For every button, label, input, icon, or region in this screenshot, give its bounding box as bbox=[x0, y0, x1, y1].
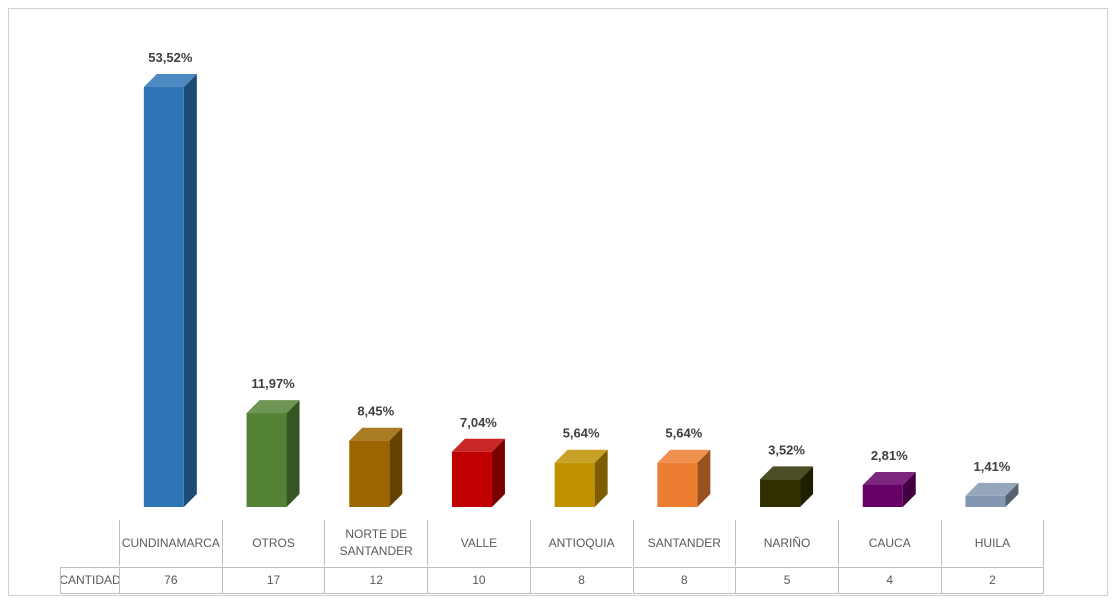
data-label: 53,52% bbox=[148, 50, 193, 65]
data-label: 7,04% bbox=[460, 415, 497, 430]
bar-side bbox=[286, 400, 300, 507]
data-label: 8,45% bbox=[357, 404, 394, 419]
bar-side bbox=[800, 466, 814, 507]
bar-side bbox=[697, 449, 711, 507]
table-edge bbox=[1043, 520, 1045, 566]
table-value: 8 bbox=[632, 567, 736, 594]
category-label: VALLE bbox=[427, 520, 530, 566]
bar-top bbox=[349, 427, 403, 441]
chart-frame bbox=[8, 8, 1108, 596]
data-label: 11,97% bbox=[251, 376, 295, 391]
bar-top bbox=[554, 449, 608, 463]
bar-top bbox=[451, 438, 505, 452]
table-edge bbox=[1043, 567, 1045, 594]
data-label: 1,41% bbox=[974, 459, 1011, 474]
bar bbox=[862, 484, 903, 507]
bar bbox=[554, 462, 595, 507]
data-label: 3,52% bbox=[768, 442, 805, 457]
category-label: NORTE DE SANTANDER bbox=[324, 520, 427, 566]
bar-side bbox=[902, 471, 916, 507]
bar-top bbox=[246, 400, 300, 414]
bar-side bbox=[389, 427, 403, 507]
bar-side bbox=[1005, 482, 1019, 507]
table-value: 10 bbox=[427, 567, 530, 594]
table-value: 2 bbox=[940, 567, 1044, 594]
category-label: CAUCA bbox=[837, 520, 941, 566]
bar bbox=[349, 440, 390, 507]
bar-top bbox=[760, 466, 814, 480]
bar-top bbox=[862, 471, 916, 485]
bar-side bbox=[594, 449, 608, 507]
table-value: 76 bbox=[119, 567, 222, 594]
bar-side bbox=[491, 438, 505, 507]
table-value: 17 bbox=[221, 567, 325, 594]
bar bbox=[246, 413, 287, 507]
category-label: CUNDINAMARCA bbox=[119, 520, 222, 566]
bar-top bbox=[965, 482, 1019, 496]
bar-top bbox=[143, 74, 197, 87]
bar bbox=[451, 451, 492, 507]
bar bbox=[657, 462, 698, 507]
category-label: HUILA bbox=[940, 520, 1044, 566]
table-value: 8 bbox=[529, 567, 633, 594]
data-label: 2,81% bbox=[871, 448, 908, 463]
table-value: 4 bbox=[837, 567, 941, 594]
category-label: NARIÑO bbox=[735, 520, 838, 566]
category-label: SANTANDER bbox=[632, 520, 736, 566]
row-label: CANTIDAD bbox=[59, 567, 121, 594]
bar bbox=[965, 495, 1006, 507]
data-label: 5,64% bbox=[563, 426, 600, 441]
table-value: 12 bbox=[324, 567, 428, 594]
bar bbox=[143, 87, 184, 507]
bar bbox=[760, 479, 801, 507]
bar-side bbox=[183, 74, 197, 507]
category-label: OTROS bbox=[221, 520, 325, 566]
bar-top bbox=[657, 449, 711, 463]
data-label: 5,64% bbox=[665, 426, 702, 441]
table-value: 5 bbox=[735, 567, 838, 594]
table-edge bbox=[60, 567, 61, 594]
category-label: ANTIOQUIA bbox=[529, 520, 633, 566]
